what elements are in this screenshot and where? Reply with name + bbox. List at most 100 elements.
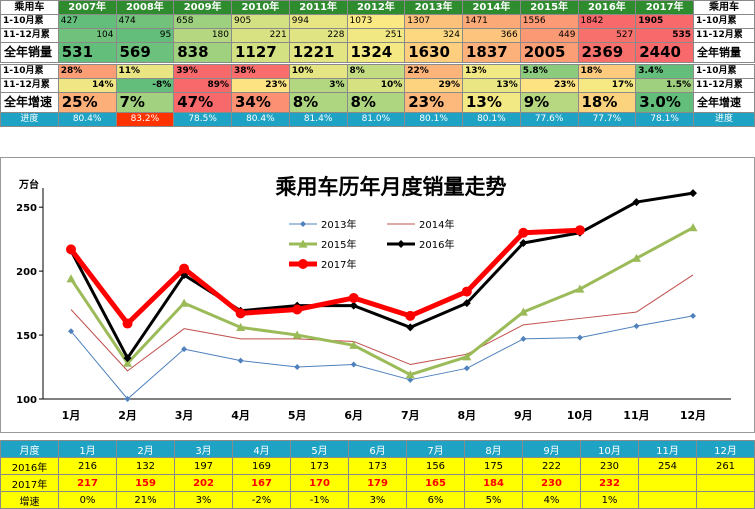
spacer-cell xyxy=(116,62,174,65)
data-point xyxy=(348,292,359,303)
stat-cell: 10% xyxy=(346,78,406,93)
row-label-right: 11-12月累 xyxy=(693,28,755,43)
stat-row: 全年销量 531 569 838 1127 1221 1324 1630 1837 2005 236… xyxy=(0,42,755,63)
data-point xyxy=(124,396,131,402)
stat-cell: 1127 xyxy=(231,42,290,63)
monthly-cell: 184 xyxy=(464,474,523,492)
row-label: 全年增速 xyxy=(0,92,59,113)
data-point xyxy=(405,370,415,379)
monthly-cell: 5% xyxy=(464,491,523,509)
stat-cell: 38% xyxy=(231,64,290,79)
legend-label: 2017年 xyxy=(321,258,356,271)
stat-cell: 13% xyxy=(462,64,521,79)
stat-row: 11-12月累 104 95 180 221 228 251 324 366 449 527 535 1… xyxy=(0,28,755,43)
legend-item: 2013年 xyxy=(289,218,356,231)
data-point xyxy=(576,334,583,341)
row-label: 1-10月累 xyxy=(0,14,59,29)
spacer-cell xyxy=(231,62,290,65)
monthly-cell: 254 xyxy=(638,457,697,475)
month-header: 7月 xyxy=(406,440,465,458)
data-point xyxy=(575,284,585,293)
monthly-cell: 132 xyxy=(116,457,175,475)
stat-cell: 80.1% xyxy=(462,112,521,127)
y-tick-label: 250 xyxy=(16,203,37,214)
spacer-cell xyxy=(58,62,116,65)
stat-cell: 221 xyxy=(231,28,290,43)
spacer-cell xyxy=(578,62,636,65)
spacer-cell xyxy=(520,62,578,65)
data-point xyxy=(518,307,528,316)
monthly-row: 增速 0% 21% 3% -2% -1% 3% 6% 5% 4% 1% xyxy=(0,491,755,509)
monthly-cell: 173 xyxy=(348,457,407,475)
legend-label: 2013年 xyxy=(321,218,356,231)
stat-cell: 8% xyxy=(346,92,406,113)
stat-cell: 18% xyxy=(577,92,637,113)
data-point xyxy=(689,189,697,198)
year-header: 2013年 xyxy=(404,0,463,15)
year-header: 2015年 xyxy=(519,0,579,15)
stat-cell: 10% xyxy=(288,64,348,79)
stat-cell: 228 xyxy=(288,28,348,43)
data-point xyxy=(397,240,405,248)
series-2 xyxy=(66,223,698,379)
x-tick-labels: 1月 2月 3月 4月 5月 6月 7月 8月 9月 10月 11月 12月 xyxy=(62,409,706,422)
stat-cell: 83.2% xyxy=(115,112,175,127)
y-tick-labels: 100 150 200 250 xyxy=(16,203,43,406)
data-point xyxy=(122,318,133,329)
row-label: 全年销量 xyxy=(0,42,59,63)
data-point xyxy=(520,335,527,342)
row-label-right: 进度 xyxy=(693,112,755,127)
stat-cell: 22% xyxy=(404,64,463,79)
data-point xyxy=(461,286,472,297)
data-point xyxy=(633,323,640,330)
stat-cell: 366 xyxy=(462,28,521,43)
x-tick-label: 2月 xyxy=(118,409,137,422)
data-point xyxy=(406,323,415,332)
monthly-cell: 170 xyxy=(290,474,349,492)
stat-cell: 13% xyxy=(462,78,521,93)
spacer-cell xyxy=(462,62,521,65)
series-1 xyxy=(70,274,694,372)
series-line xyxy=(70,274,694,372)
stat-cell: 474 xyxy=(115,14,175,29)
month-header-row: 月度 1月 2月 3月 4月 5月 6月 7月 8月 9月 10月 11月 12月 xyxy=(0,440,755,458)
monthly-cell: 202 xyxy=(174,474,233,492)
stat-cell: 1.5% xyxy=(635,78,694,93)
stat-cell: 8% xyxy=(288,92,348,113)
monthly-row: 2016年 216 132 197 169 173 173 156 175 222 230 254 26… xyxy=(0,457,755,475)
data-point xyxy=(235,308,246,319)
row-label: 进度 xyxy=(0,112,59,127)
data-point xyxy=(294,364,301,371)
stat-cell: 9% xyxy=(519,92,579,113)
spacer-cell xyxy=(347,62,405,65)
monthly-row-label: 2016年 xyxy=(0,457,59,475)
stat-cell: 1221 xyxy=(288,42,348,63)
stat-cell: 1630 xyxy=(404,42,463,63)
stat-cell: 2440 xyxy=(635,42,694,63)
monthly-cell: 230 xyxy=(522,474,581,492)
x-tick-label: 1月 xyxy=(62,409,81,422)
stat-cell: 23% xyxy=(404,92,463,113)
y-axis-label: 万台 xyxy=(18,178,39,191)
monthly-cell: -1% xyxy=(290,491,349,509)
monthly-cell: 167 xyxy=(232,474,291,492)
data-point xyxy=(349,340,359,349)
stat-cell: 1324 xyxy=(346,42,406,63)
spacer-row xyxy=(0,62,755,65)
monthly-cell: 3% xyxy=(348,491,407,509)
stat-cell: 25% xyxy=(57,92,117,113)
monthly-cell: 0% xyxy=(58,491,117,509)
monthly-cell: 197 xyxy=(174,457,233,475)
stat-cell: 18% xyxy=(577,64,637,79)
monthly-cell: 232 xyxy=(580,474,639,492)
x-tick-label: 6月 xyxy=(344,409,363,422)
series-line xyxy=(70,315,694,400)
stat-cell: 14% xyxy=(57,78,117,93)
series-4 xyxy=(66,225,585,329)
legend-label: 2016年 xyxy=(419,238,454,251)
data-point xyxy=(292,330,302,339)
data-point xyxy=(349,301,358,310)
series-0 xyxy=(68,312,696,402)
data-point xyxy=(236,322,246,331)
stat-cell: 89% xyxy=(173,78,232,93)
